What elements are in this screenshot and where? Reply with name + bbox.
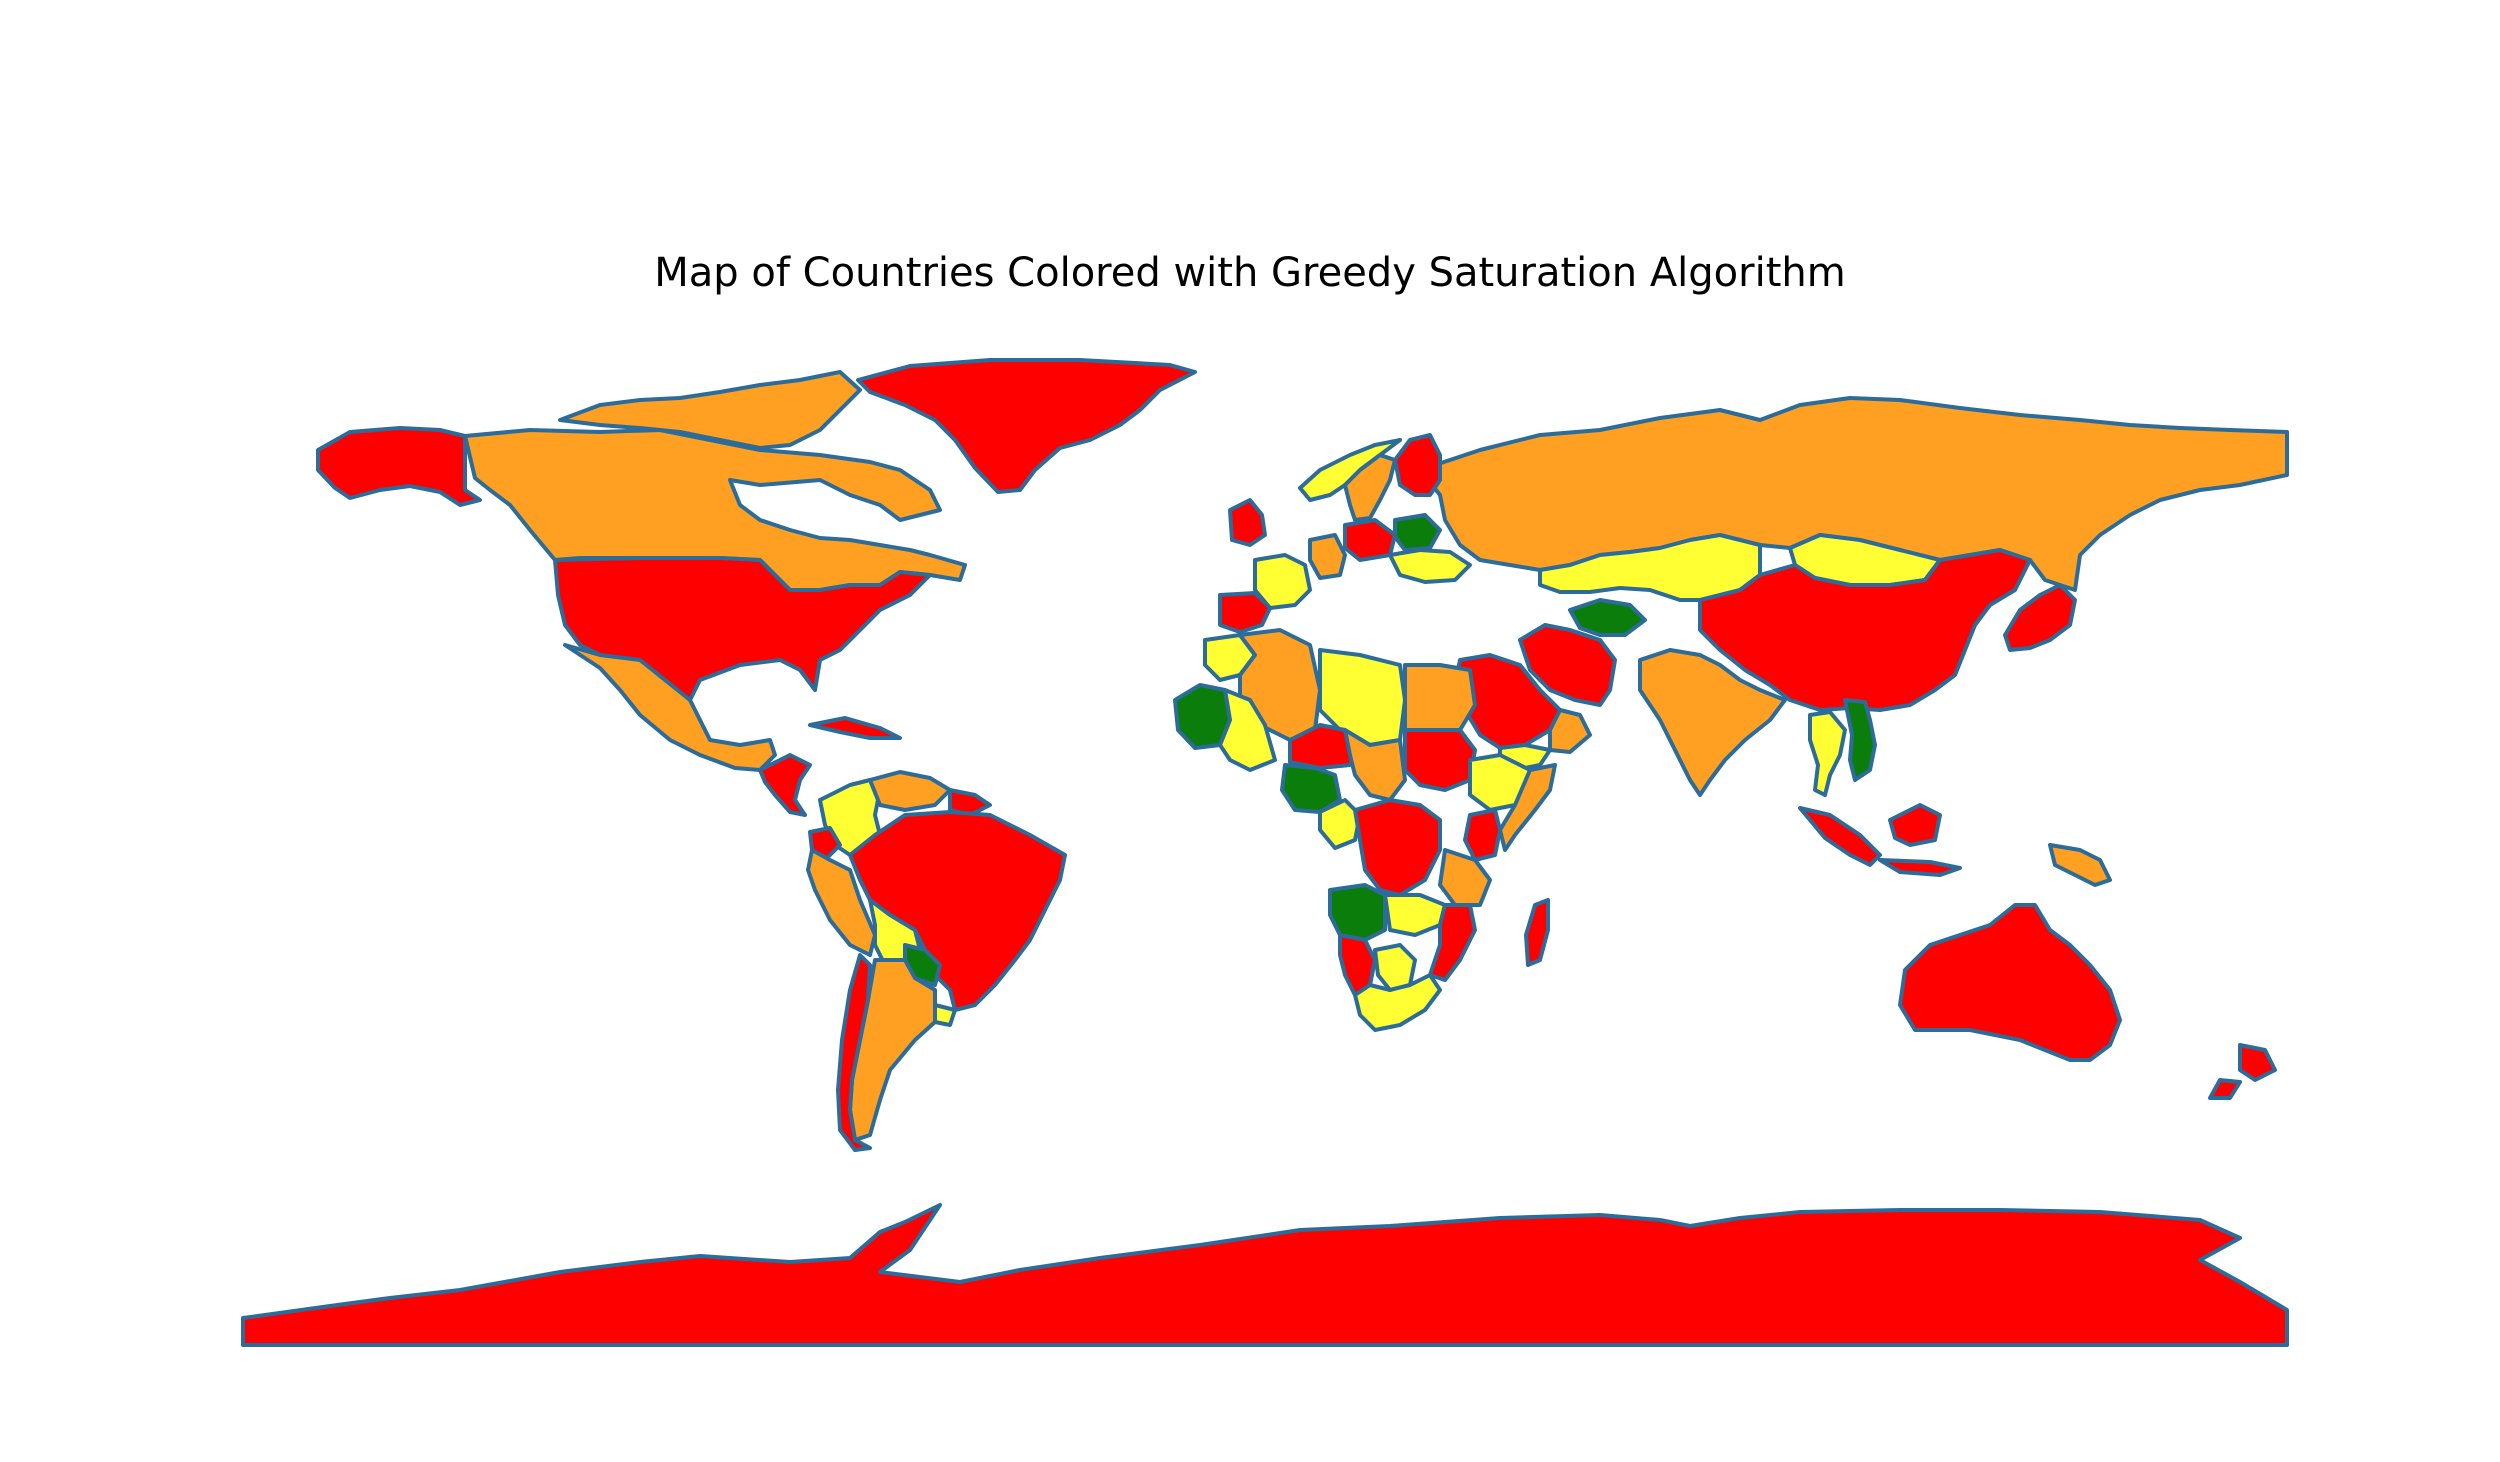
country-new-zealand bbox=[2208, 1043, 2277, 1100]
country-madagascar bbox=[1524, 898, 1550, 967]
country-united-kingdom bbox=[1228, 498, 1267, 547]
country-poland bbox=[1343, 518, 1397, 562]
country-sweden bbox=[1343, 453, 1397, 522]
country-india bbox=[1638, 648, 1787, 797]
map-title: Map of Countries Colored with Greedy Sat… bbox=[654, 250, 1846, 296]
country-vietnam bbox=[1843, 698, 1877, 782]
country-mali bbox=[1218, 688, 1277, 772]
country-central-america bbox=[758, 753, 812, 817]
country-cuba bbox=[808, 716, 902, 740]
country-cameroon bbox=[1318, 798, 1362, 850]
country-south-africa bbox=[1353, 973, 1442, 1032]
country-germany bbox=[1308, 533, 1347, 580]
country-sudan bbox=[1403, 728, 1477, 792]
country-dr-congo bbox=[1353, 798, 1442, 897]
country-zambia bbox=[1383, 893, 1447, 937]
country-finland bbox=[1393, 433, 1442, 497]
country-belarus bbox=[1393, 513, 1442, 552]
country-uruguay bbox=[933, 1003, 957, 1027]
country-oman bbox=[1548, 708, 1592, 754]
country-australia bbox=[1898, 903, 2122, 1062]
country-mozambique bbox=[1428, 903, 1477, 982]
country-ukraine bbox=[1388, 548, 1472, 584]
country-mexico bbox=[563, 643, 777, 772]
country-somalia bbox=[1498, 763, 1557, 852]
country-thailand bbox=[1808, 710, 1847, 797]
country-kenya bbox=[1463, 808, 1502, 862]
country-tanzania bbox=[1438, 848, 1492, 907]
country-iran bbox=[1518, 623, 1617, 707]
country-canadian-arctic-islands bbox=[558, 370, 862, 450]
country-egypt bbox=[1403, 663, 1477, 732]
country-angola bbox=[1328, 883, 1387, 942]
country-japan bbox=[2003, 583, 2077, 652]
country-turkmenistan bbox=[1568, 598, 1647, 637]
country-alaska-usa bbox=[316, 426, 482, 507]
country-chile bbox=[836, 953, 872, 1152]
country-papua-new-guinea bbox=[2048, 843, 2112, 887]
country-indonesia bbox=[1798, 803, 1962, 877]
country-china bbox=[1698, 548, 2032, 712]
countries-layer bbox=[241, 358, 2289, 1347]
country-peru bbox=[806, 848, 877, 957]
country-guyana-region bbox=[948, 788, 992, 817]
country-antarctica bbox=[241, 1203, 2289, 1347]
country-spain bbox=[1218, 591, 1272, 634]
country-greenland bbox=[856, 358, 1197, 494]
country-venezuela bbox=[868, 770, 952, 812]
